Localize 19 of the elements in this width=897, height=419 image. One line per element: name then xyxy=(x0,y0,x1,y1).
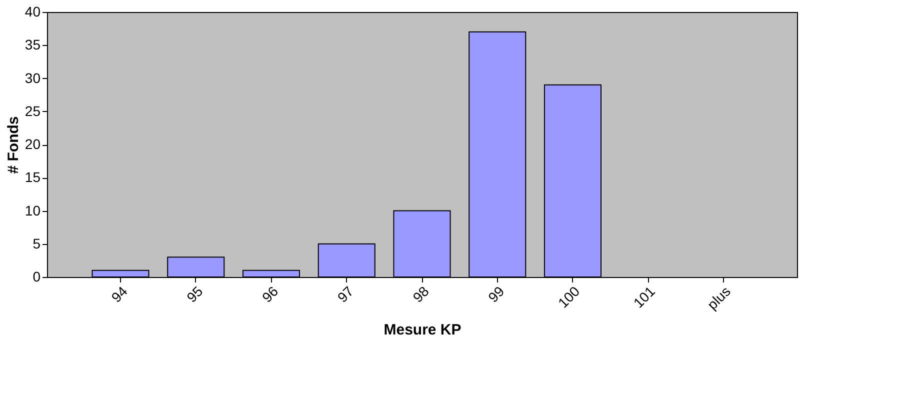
y-tick-label: 35 xyxy=(24,36,41,53)
x-tick-label: 101 xyxy=(630,282,658,311)
x-tick-label: 99 xyxy=(484,282,508,306)
y-tick-label: 25 xyxy=(24,102,41,119)
x-tick-label: 96 xyxy=(258,282,282,306)
x-tick-label: 98 xyxy=(410,282,432,306)
y-tick-label: 40 xyxy=(24,4,41,20)
y-tick-label: 30 xyxy=(24,70,41,86)
x-tick-label: 97 xyxy=(334,282,357,306)
x-axis-title: Mesure KP xyxy=(384,322,462,339)
y-axis-title: # Fonds xyxy=(4,116,22,174)
y-tick-label: 0 xyxy=(32,268,41,284)
x-tick-label: 94 xyxy=(108,282,131,306)
y-tick-label: 10 xyxy=(24,202,41,218)
y-tick-label: 20 xyxy=(24,136,41,152)
x-tick-label: 95 xyxy=(183,282,206,306)
y-tick-label: 15 xyxy=(24,169,41,186)
y-tick-label: 5 xyxy=(32,235,41,252)
x-tick-label: 100 xyxy=(554,282,583,311)
